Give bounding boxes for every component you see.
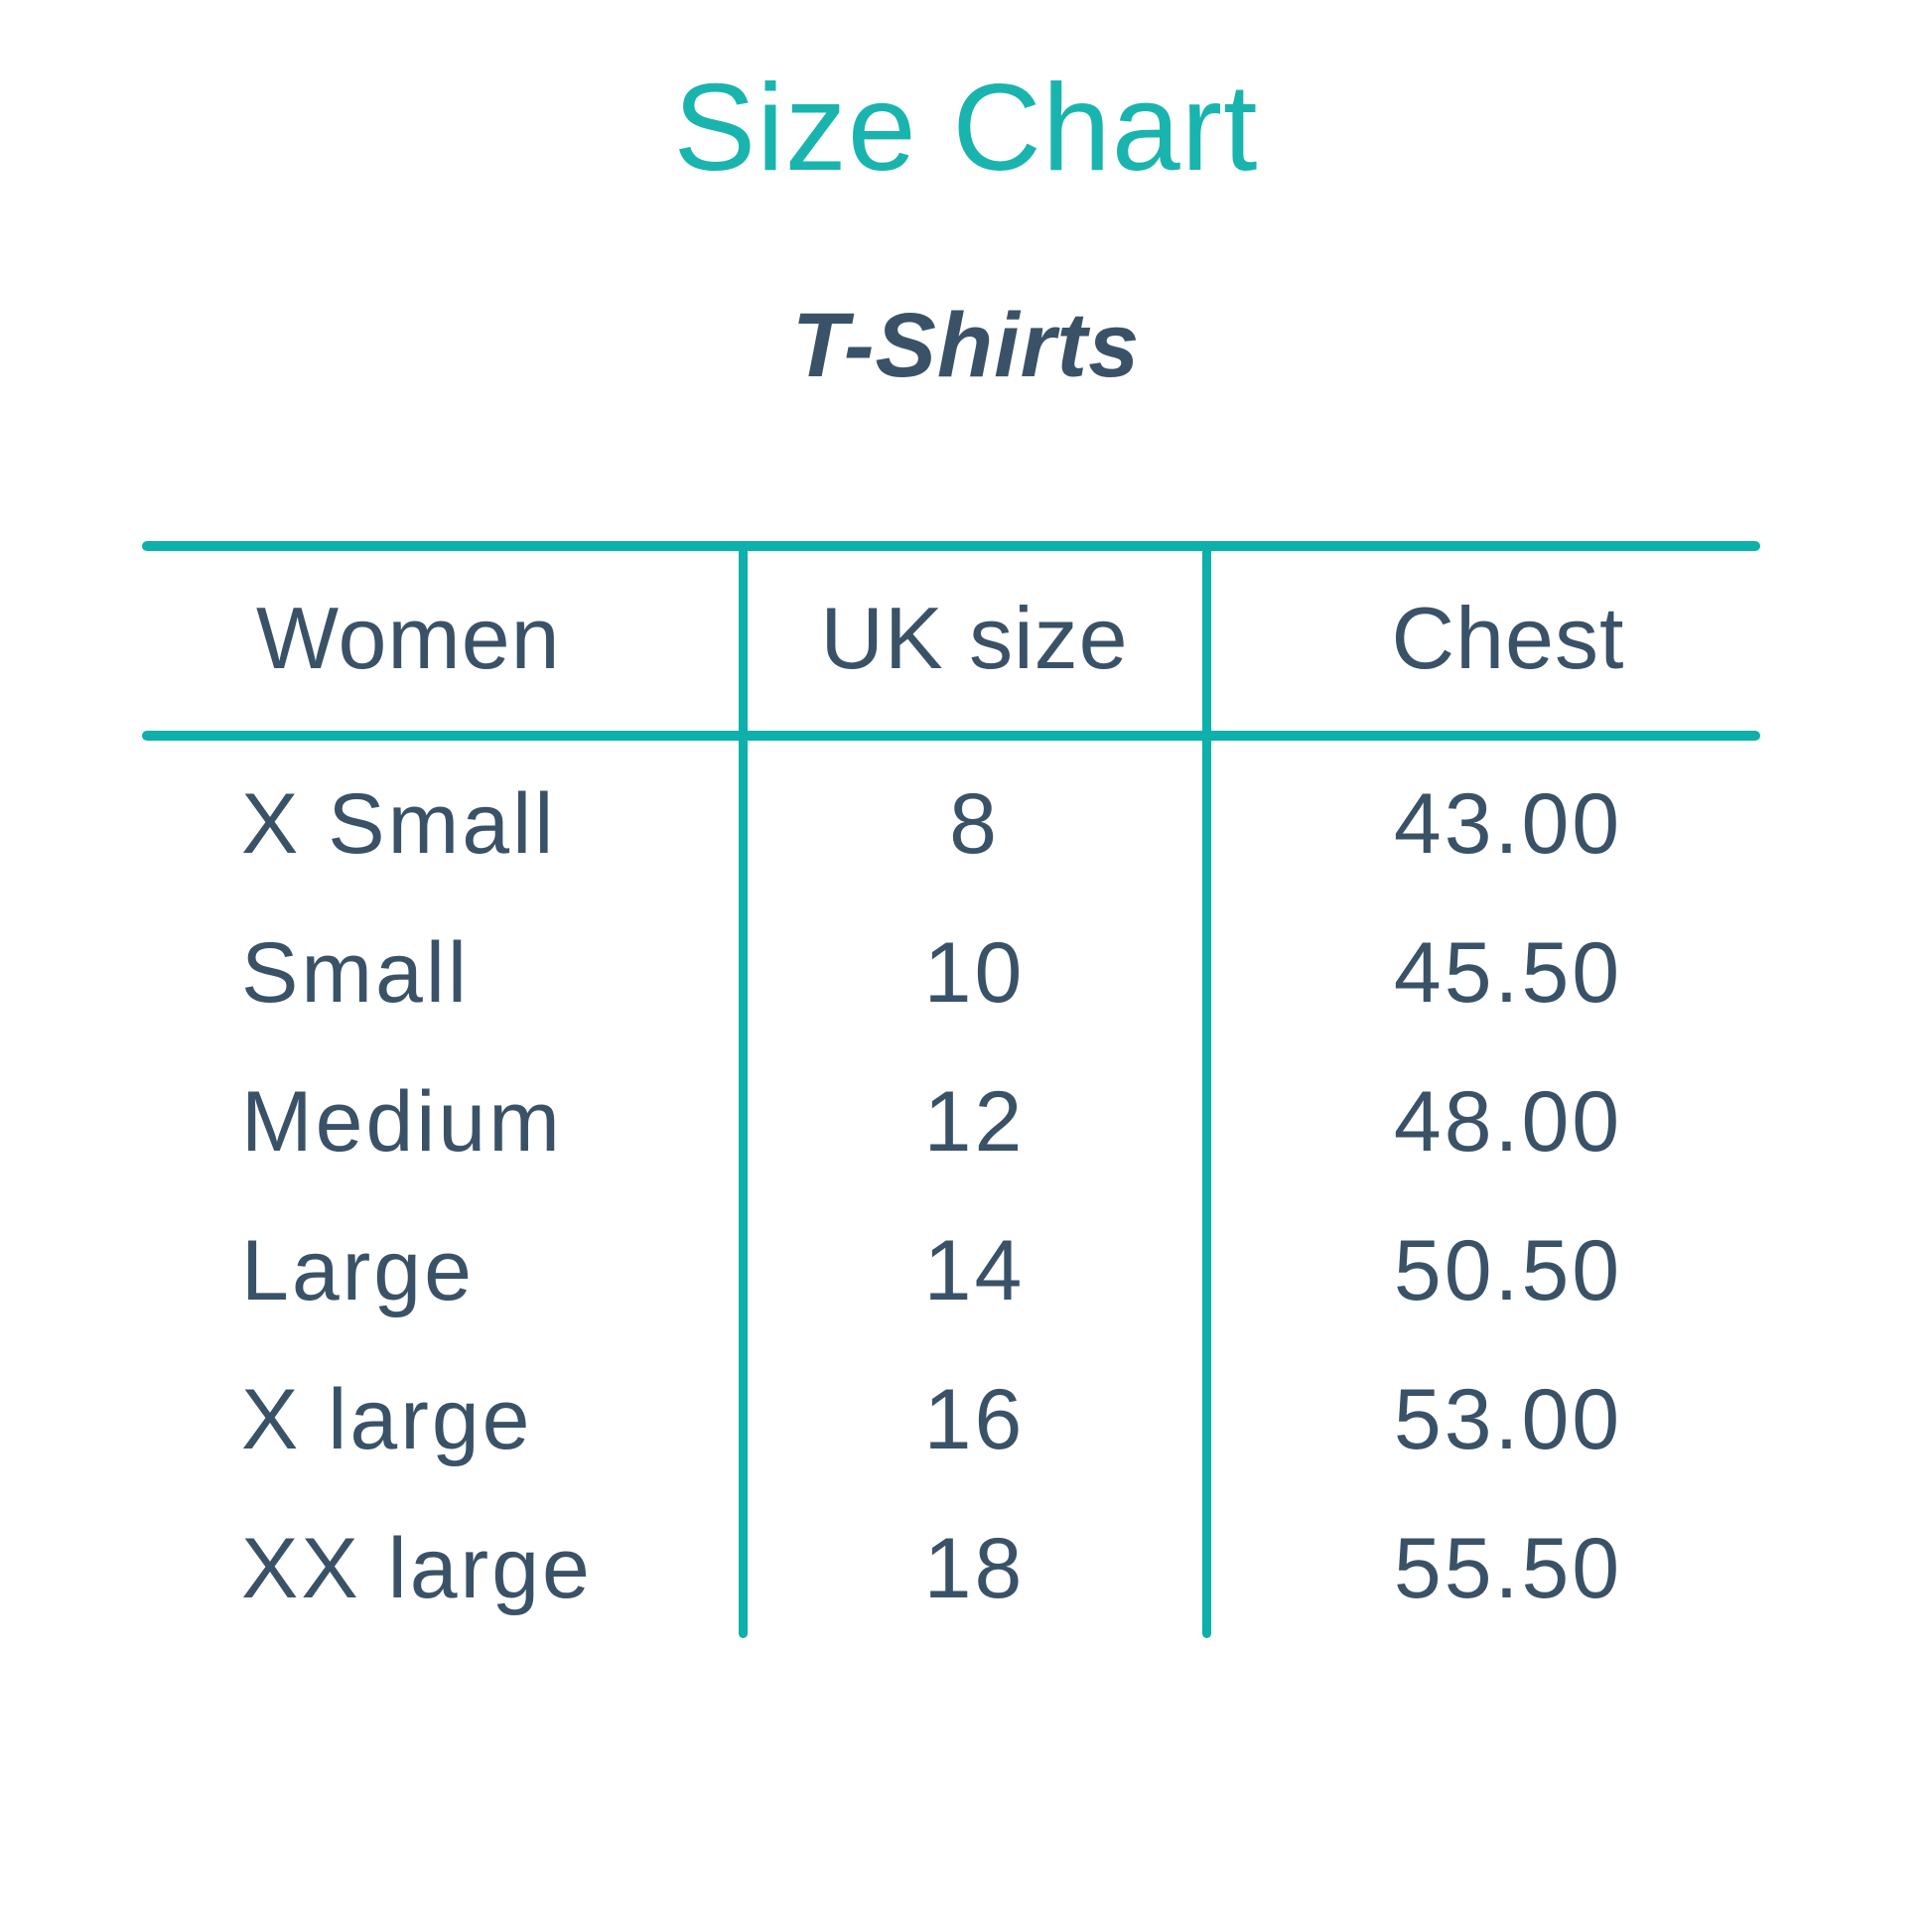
table-row: Medium 12 48.00 [142,1047,1760,1196]
uk-size-cell: 16 [923,1371,1026,1467]
table-row: Large 14 50.50 [142,1196,1760,1345]
uk-size-cell: 12 [923,1073,1026,1170]
table-column-divider-2 [1202,546,1211,1638]
size-cell: Large [241,1222,475,1318]
column-header-uk-size: UK size [820,589,1129,687]
chest-cell: 55.50 [1393,1520,1623,1616]
table-header-row: Women UK size Chest [142,546,1760,731]
table-row: Small 10 45.50 [142,898,1760,1047]
chest-cell: 43.00 [1393,775,1623,872]
size-cell: X Small [241,775,557,872]
section-title-tshirts: T-Shirts [791,295,1141,396]
chest-cell: 45.50 [1393,924,1623,1021]
chest-cell: 53.00 [1393,1371,1623,1467]
column-header-chest: Chest [1391,589,1625,687]
chest-cell: 50.50 [1393,1222,1623,1318]
uk-size-cell: 8 [949,775,1000,872]
table-top-border [142,541,1760,551]
size-cell: Small [241,924,471,1021]
size-cell: Medium [241,1073,563,1170]
table-row: XX large 18 55.50 [142,1494,1760,1643]
table-body: X Small 8 43.00 Small 10 45.50 Medium 12… [142,750,1760,1643]
size-cell: XX large [241,1520,593,1616]
uk-size-cell: 10 [923,924,1026,1021]
table-row: X large 16 53.00 [142,1345,1760,1494]
table-column-divider-1 [739,546,748,1638]
uk-size-cell: 14 [923,1222,1026,1318]
column-header-women: Women [256,589,561,687]
table-row: X Small 8 43.00 [142,750,1760,898]
size-cell: X large [241,1371,533,1467]
table-header-separator [142,731,1760,741]
uk-size-cell: 18 [923,1520,1026,1616]
page-title: Size Chart [673,60,1259,197]
chest-cell: 48.00 [1393,1073,1623,1170]
